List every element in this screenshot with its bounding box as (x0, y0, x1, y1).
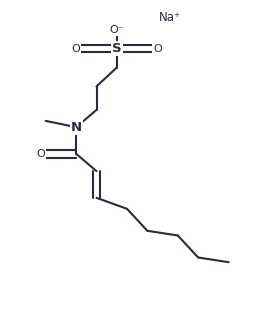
Text: O: O (72, 44, 81, 54)
Text: S: S (112, 42, 122, 55)
Text: O: O (153, 44, 162, 54)
Text: Na⁺: Na⁺ (159, 11, 181, 24)
Text: O⁻: O⁻ (109, 25, 124, 35)
Text: O: O (36, 149, 45, 159)
Text: N: N (71, 121, 82, 134)
